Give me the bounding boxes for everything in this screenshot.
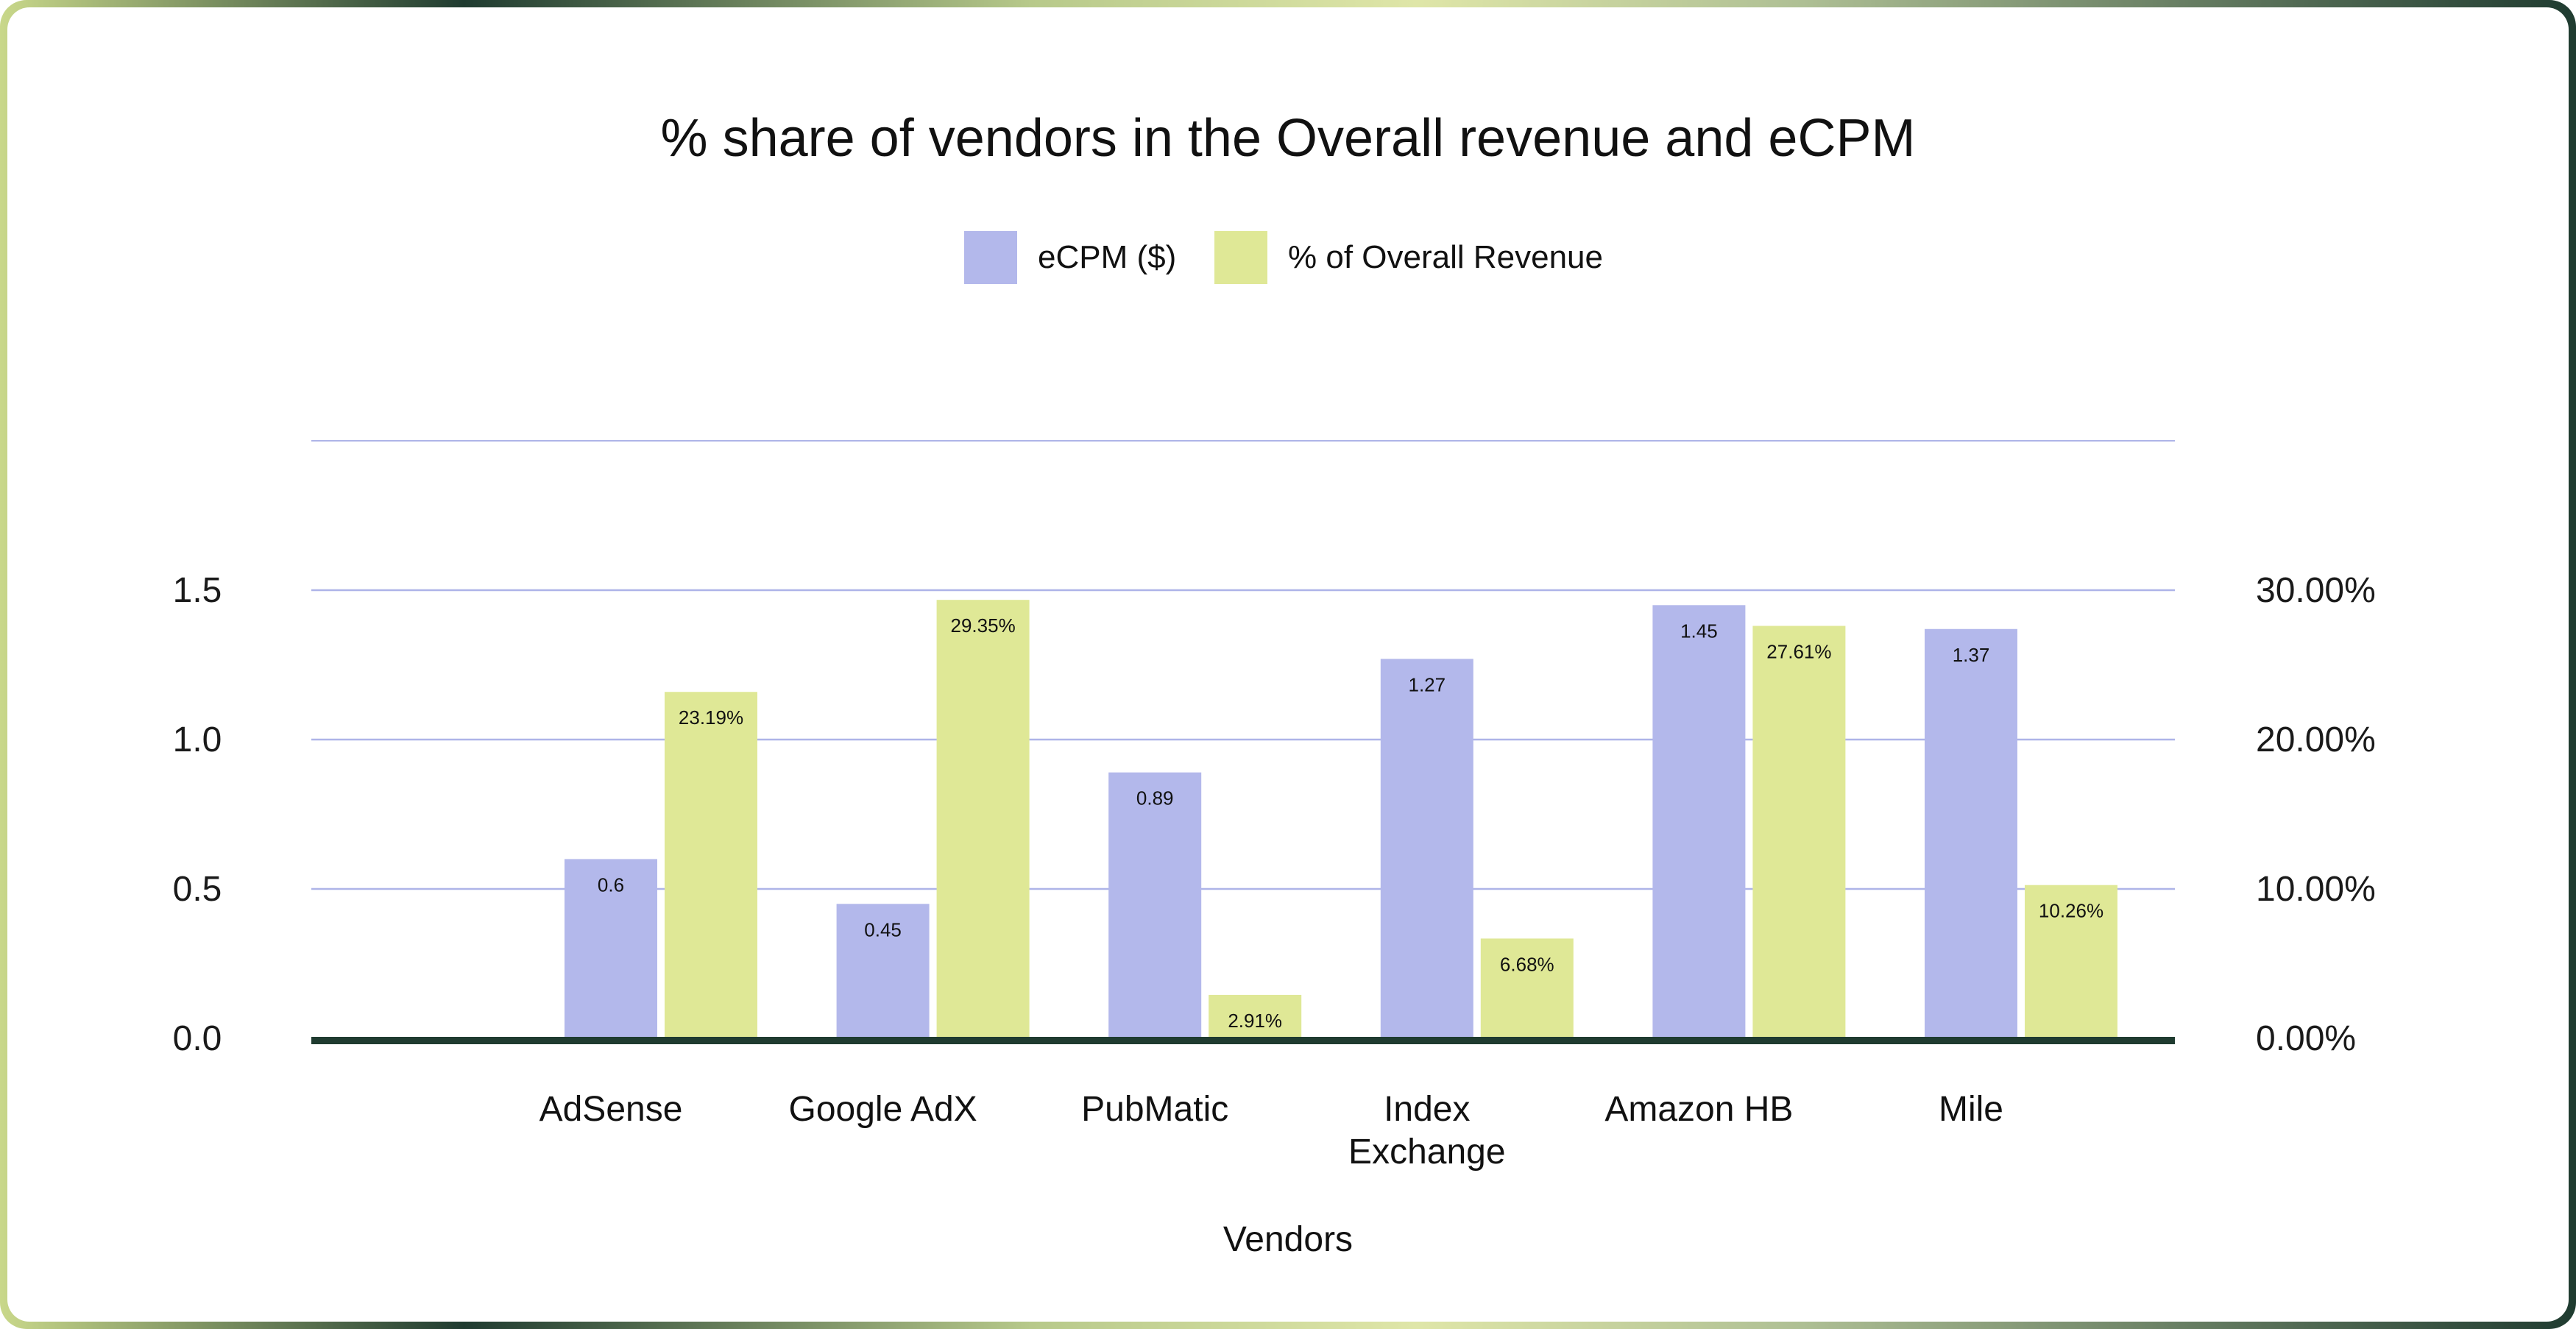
x-category-label: Exchange bbox=[1348, 1133, 1506, 1172]
y-right-tick-label: 30.00% bbox=[2256, 571, 2376, 610]
data-label: 1.37 bbox=[1953, 644, 1990, 666]
bar-ecpm bbox=[1652, 605, 1746, 1038]
bar-ecpm bbox=[1108, 772, 1202, 1038]
bar-chart: % share of vendors in the Overall revenu… bbox=[173, 109, 2376, 1259]
y-left-tick-label: 0.0 bbox=[173, 1019, 222, 1058]
x-category-label: Google AdX bbox=[788, 1090, 977, 1129]
data-label: 0.45 bbox=[864, 918, 902, 940]
y-left-tick-label: 1.5 bbox=[173, 571, 222, 610]
bar-ecpm bbox=[836, 904, 930, 1038]
x-category-label: AdSense bbox=[539, 1090, 683, 1129]
bar-revenue bbox=[665, 692, 757, 1038]
data-label: 6.68% bbox=[1500, 953, 1554, 975]
x-category-label: PubMatic bbox=[1081, 1090, 1228, 1129]
x-axis-title: Vendors bbox=[1223, 1220, 1353, 1259]
y-right-tick-label: 0.00% bbox=[2256, 1019, 2356, 1058]
data-label: 10.26% bbox=[2039, 900, 2103, 922]
chart-title: % share of vendors in the Overall revenu… bbox=[661, 109, 1916, 168]
data-label: 23.19% bbox=[679, 706, 743, 729]
bar-ecpm bbox=[1925, 628, 2017, 1038]
legend-label-2: % of Overall Revenue bbox=[1288, 239, 1603, 275]
gridlines bbox=[311, 440, 2175, 890]
bar-ecpm bbox=[565, 859, 657, 1038]
y-left-tick-label: 0.5 bbox=[173, 870, 222, 909]
y-right-tick-label: 20.00% bbox=[2256, 720, 2376, 759]
data-label: 27.61% bbox=[1766, 641, 1831, 663]
data-label: 1.45 bbox=[1680, 620, 1718, 642]
axis-ticks: 0.0 0.5 1.0 1.5 0.00% 10.00% 20.00% 30.00% bbox=[173, 571, 2376, 1058]
bar-revenue bbox=[1752, 625, 1846, 1038]
data-label: 29.35% bbox=[951, 614, 1016, 637]
data-label: 2.91% bbox=[1228, 1010, 1282, 1032]
bar-revenue bbox=[2025, 885, 2117, 1038]
data-label: 0.6 bbox=[598, 873, 624, 896]
legend-swatch-2 bbox=[1214, 231, 1267, 284]
data-label: 1.27 bbox=[1408, 673, 1446, 695]
legend-label-1: eCPM ($) bbox=[1038, 239, 1176, 275]
legend: eCPM ($) % of Overall Revenue bbox=[964, 231, 1603, 284]
y-left-tick-label: 1.0 bbox=[173, 720, 222, 759]
bar-revenue bbox=[1209, 994, 1302, 1038]
bar-revenue bbox=[1480, 938, 1574, 1038]
bar-ecpm bbox=[1380, 659, 1473, 1038]
bar-revenue bbox=[936, 600, 1030, 1038]
chart-card: % share of vendors in the Overall revenu… bbox=[7, 7, 2569, 1322]
legend-swatch-1 bbox=[964, 231, 1017, 284]
bars: 0.6 23.19% 0.45 29.35% 0.89 2.91% 1.27 6.68% 1.4… bbox=[311, 600, 2175, 1044]
x-category-label: Index bbox=[1384, 1090, 1470, 1129]
y-right-tick-label: 10.00% bbox=[2256, 870, 2376, 909]
x-category-label: Amazon HB bbox=[1604, 1090, 1793, 1129]
data-label: 0.89 bbox=[1136, 787, 1174, 809]
category-labels: AdSense Google AdX PubMatic Index Exchange Am… bbox=[539, 1090, 2003, 1172]
x-category-label: Mile bbox=[1939, 1090, 2003, 1129]
